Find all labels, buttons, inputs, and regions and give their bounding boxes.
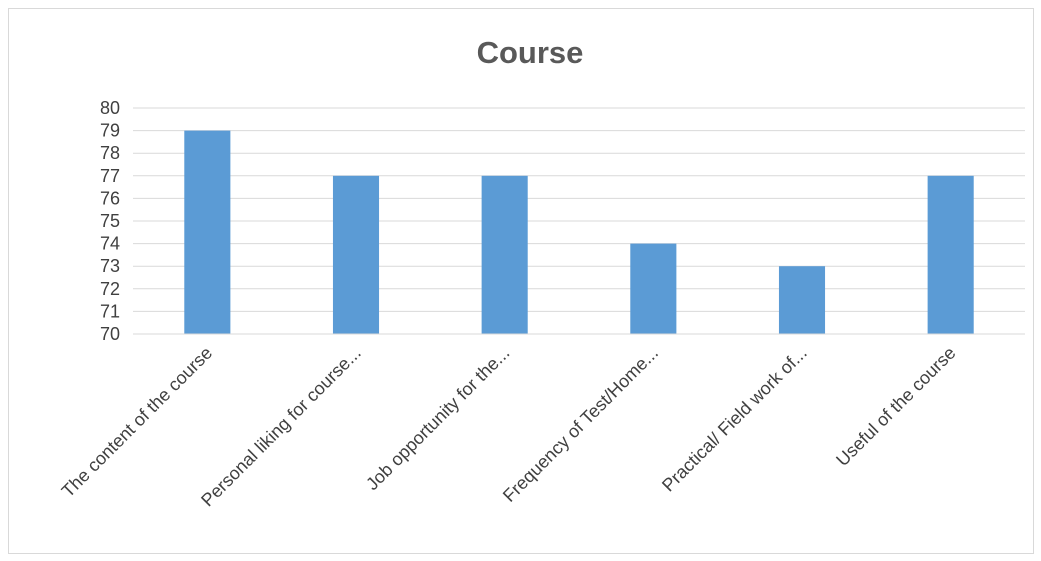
x-category-label: The content of the course <box>58 343 216 501</box>
chart-title: Course <box>477 35 584 70</box>
y-tick-label: 75 <box>100 211 120 231</box>
y-tick-label: 73 <box>100 256 120 276</box>
y-tick-label: 78 <box>100 143 120 163</box>
x-category-label: Practical/ Field work of... <box>658 343 811 496</box>
bar <box>184 130 231 334</box>
y-tick-label: 79 <box>100 121 120 141</box>
bar <box>332 175 380 334</box>
x-category-label: Frequency of Test/Home... <box>499 343 662 506</box>
bar <box>778 266 826 334</box>
x-category-label: Job opportunity for the... <box>362 343 513 494</box>
bars <box>184 130 974 334</box>
bar <box>927 175 974 334</box>
x-category-label: Personal liking for course... <box>197 343 365 511</box>
y-tick-label: 77 <box>100 166 120 186</box>
y-tick-label: 74 <box>100 234 120 254</box>
bar <box>630 243 677 334</box>
gridlines <box>133 107 1025 312</box>
x-category-label: Useful of the course <box>832 343 959 470</box>
y-tick-label: 76 <box>100 188 120 208</box>
bar <box>481 175 528 334</box>
y-tick-label: 71 <box>100 301 120 321</box>
y-tick-label: 72 <box>100 279 120 299</box>
y-tick-label: 70 <box>100 324 120 344</box>
y-tick-label: 80 <box>100 98 120 118</box>
